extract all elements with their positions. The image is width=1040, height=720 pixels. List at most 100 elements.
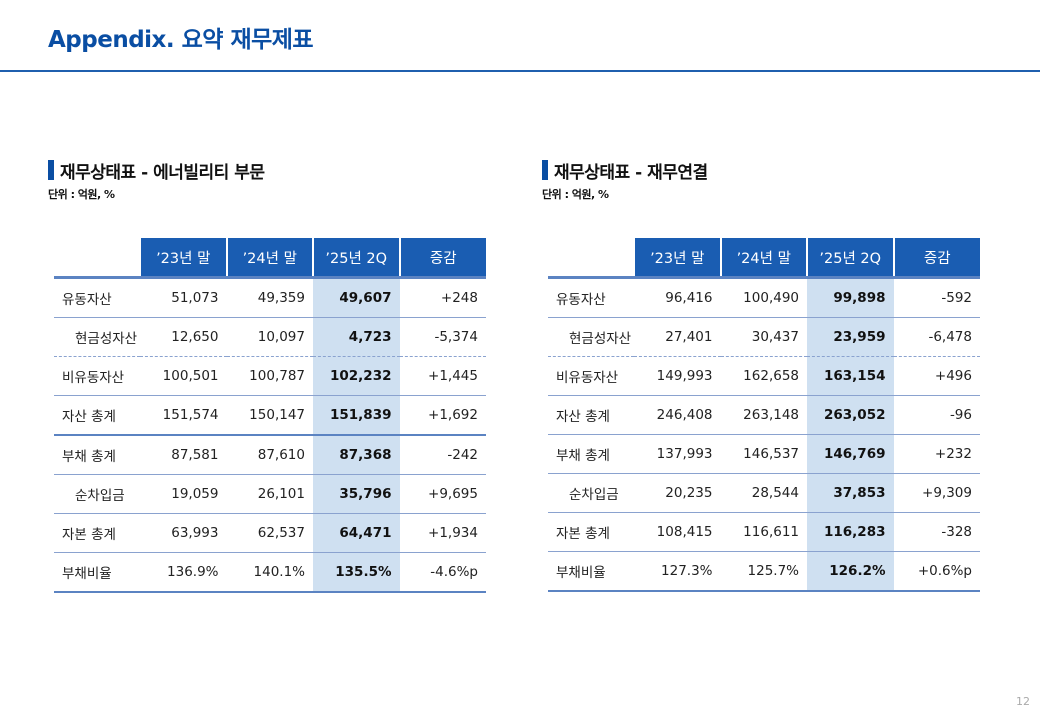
cell-change: -592 <box>893 277 980 318</box>
cell-change: -242 <box>399 435 486 475</box>
cell-value-highlight: 4,723 <box>313 317 400 357</box>
header-2024: ’24년 말 <box>225 238 313 279</box>
row-label: 자산 총계 <box>548 395 634 435</box>
table-row: 순차입금 20,235 28,544 37,853 +9,309 <box>548 473 980 513</box>
cell-value: 27,401 <box>634 317 721 357</box>
cell-value: 19,059 <box>140 474 227 514</box>
cell-value: 20,235 <box>634 473 721 513</box>
unit-label: 단위 : 억원, % <box>542 188 609 201</box>
page-title: Appendix. 요약 재무제표 <box>48 27 314 53</box>
row-label: 부채비율 <box>548 551 634 592</box>
cell-value: 63,993 <box>140 513 227 553</box>
table-row: 부채비율 136.9% 140.1% 135.5% -4.6%p <box>54 552 486 593</box>
table-row: 비유동자산 149,993 162,658 163,154 +496 <box>548 356 980 396</box>
cell-value-highlight: 35,796 <box>313 474 400 514</box>
cell-value: 116,611 <box>720 512 807 552</box>
table-header-row: ’23년 말 ’24년 말 ’25년 2Q 증감 <box>54 238 486 279</box>
cell-value-highlight: 37,853 <box>807 473 894 513</box>
cell-change: -96 <box>893 395 980 435</box>
cell-value: 162,658 <box>720 356 807 396</box>
row-label: 자산 총계 <box>54 395 140 436</box>
table-row: 부채 총계 137,993 146,537 146,769 +232 <box>548 434 980 474</box>
table-row: 유동자산 51,073 49,359 49,607 +248 <box>54 277 486 318</box>
cell-value-highlight: 49,607 <box>313 277 400 318</box>
table-row: 부채비율 127.3% 125.7% 126.2% +0.6%p <box>548 551 980 592</box>
panel-title: 재무상태표 - 에너빌리티 부문 <box>60 162 265 183</box>
balance-sheet-table: ’23년 말 ’24년 말 ’25년 2Q 증감 유동자산 51,073 49,… <box>54 238 486 593</box>
row-label: 부채비율 <box>54 552 140 593</box>
panel-consolidated-balance-sheet: 재무상태표 - 재무연결 단위 : 억원, % ’23년 말 ’24년 말 ’2… <box>542 158 980 592</box>
cell-value-highlight: 116,283 <box>807 512 894 552</box>
header-2023: ’23년 말 <box>633 238 721 279</box>
header-2024: ’24년 말 <box>719 238 807 279</box>
cell-value-highlight: 64,471 <box>313 513 400 553</box>
cell-value-highlight: 87,368 <box>313 435 400 475</box>
row-label: 자본 총계 <box>54 513 140 553</box>
cell-value: 10,097 <box>226 317 313 357</box>
cell-value: 149,993 <box>634 356 721 396</box>
header-change: 증감 <box>398 238 486 279</box>
cell-value: 62,537 <box>226 513 313 553</box>
cell-value-highlight: 102,232 <box>313 356 400 396</box>
table-row: 자산 총계 246,408 263,148 263,052 -96 <box>548 395 980 435</box>
table-row: 현금성자산 12,650 10,097 4,723 -5,374 <box>54 317 486 357</box>
row-label: 순차입금 <box>548 473 634 513</box>
table-row: 자본 총계 63,993 62,537 64,471 +1,934 <box>54 513 486 553</box>
table-row: 부채 총계 87,581 87,610 87,368 -242 <box>54 435 486 475</box>
cell-value-highlight: 151,839 <box>313 395 400 436</box>
heading-bar-icon <box>542 160 548 180</box>
row-label: 비유동자산 <box>54 356 140 396</box>
cell-value-highlight: 163,154 <box>807 356 894 396</box>
unit-label: 단위 : 억원, % <box>48 188 115 201</box>
row-label: 비유동자산 <box>548 356 634 396</box>
table-row: 현금성자산 27,401 30,437 23,959 -6,478 <box>548 317 980 357</box>
cell-change: +1,445 <box>399 356 486 396</box>
header-2025q2: ’25년 2Q <box>806 238 894 279</box>
cell-value-highlight: 99,898 <box>807 277 894 318</box>
table-row: 유동자산 96,416 100,490 99,898 -592 <box>548 277 980 318</box>
cell-value: 96,416 <box>634 277 721 318</box>
cell-value: 136.9% <box>140 552 227 593</box>
cell-value: 26,101 <box>226 474 313 514</box>
header-blank <box>54 238 140 279</box>
cell-value: 140.1% <box>226 552 313 593</box>
cell-value-highlight: 23,959 <box>807 317 894 357</box>
balance-sheet-table: ’23년 말 ’24년 말 ’25년 2Q 증감 유동자산 96,416 100… <box>548 238 980 592</box>
title-divider <box>0 70 1040 72</box>
header-change: 증감 <box>892 238 980 279</box>
cell-change: +496 <box>893 356 980 396</box>
cell-change: +0.6%p <box>893 551 980 592</box>
cell-value: 100,501 <box>140 356 227 396</box>
table-row: 비유동자산 100,501 100,787 102,232 +1,445 <box>54 356 486 396</box>
row-label: 부채 총계 <box>54 435 140 475</box>
cell-change: -5,374 <box>399 317 486 357</box>
panel-energy-balance-sheet: 재무상태표 - 에너빌리티 부문 단위 : 억원, % ’23년 말 ’24년 … <box>48 158 486 593</box>
header-blank <box>548 238 634 279</box>
cell-change: +248 <box>399 277 486 318</box>
cell-value: 146,537 <box>720 434 807 474</box>
cell-change: +232 <box>893 434 980 474</box>
heading-bar-icon <box>48 160 54 180</box>
cell-value: 49,359 <box>226 277 313 318</box>
row-label: 현금성자산 <box>54 317 140 357</box>
cell-value: 151,574 <box>140 395 227 436</box>
cell-value-highlight: 135.5% <box>313 552 400 593</box>
panel-heading: 재무상태표 - 재무연결 <box>542 158 974 183</box>
cell-value: 137,993 <box>634 434 721 474</box>
cell-value-highlight: 263,052 <box>807 395 894 435</box>
table-row: 자본 총계 108,415 116,611 116,283 -328 <box>548 512 980 552</box>
cell-value: 51,073 <box>140 277 227 318</box>
cell-change: +9,309 <box>893 473 980 513</box>
row-label: 자본 총계 <box>548 512 634 552</box>
cell-value: 30,437 <box>720 317 807 357</box>
cell-value: 12,650 <box>140 317 227 357</box>
cell-value: 127.3% <box>634 551 721 592</box>
cell-change: -6,478 <box>893 317 980 357</box>
header-2025q2: ’25년 2Q <box>312 238 400 279</box>
cell-value: 125.7% <box>720 551 807 592</box>
cell-value: 100,787 <box>226 356 313 396</box>
cell-value-highlight: 146,769 <box>807 434 894 474</box>
panel-title: 재무상태표 - 재무연결 <box>554 162 708 183</box>
cell-change: -4.6%p <box>399 552 486 593</box>
cell-value: 87,581 <box>140 435 227 475</box>
